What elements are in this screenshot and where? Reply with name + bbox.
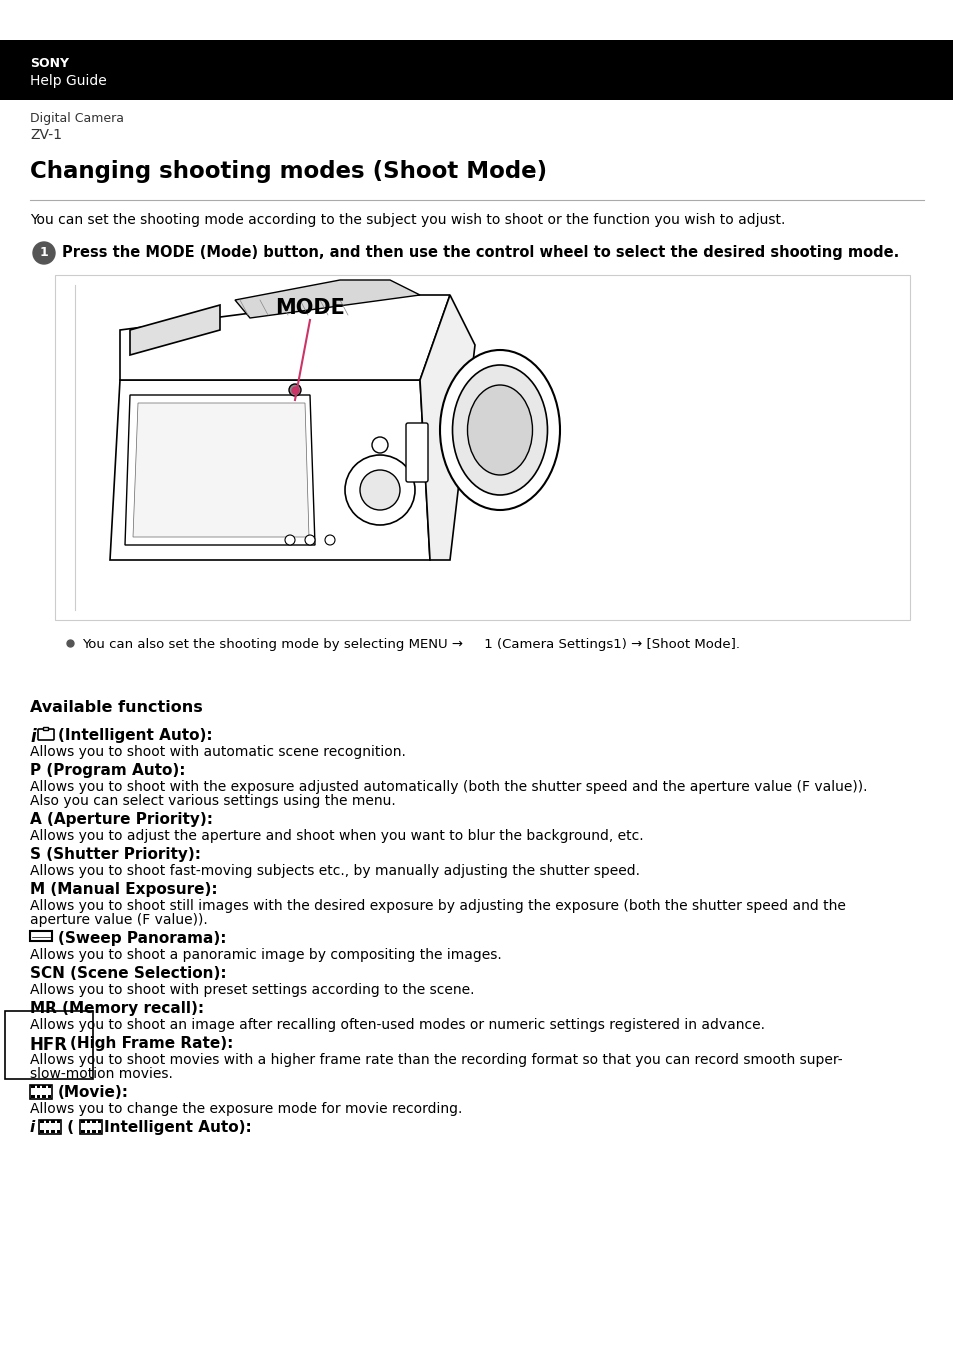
FancyBboxPatch shape — [30, 1085, 52, 1099]
FancyBboxPatch shape — [48, 1095, 51, 1098]
Polygon shape — [419, 296, 475, 560]
Circle shape — [285, 535, 294, 545]
Circle shape — [289, 383, 301, 396]
FancyBboxPatch shape — [43, 728, 48, 730]
Text: You can also set the shooting mode by selecting MENU →     1 (Camera Settings1) : You can also set the shooting mode by se… — [82, 639, 740, 651]
Text: P (Program Auto):: P (Program Auto): — [30, 763, 185, 778]
FancyBboxPatch shape — [46, 1130, 50, 1133]
FancyBboxPatch shape — [39, 1120, 61, 1134]
FancyBboxPatch shape — [87, 1130, 91, 1133]
Text: i: i — [30, 728, 35, 747]
FancyBboxPatch shape — [55, 275, 909, 620]
Text: Allows you to shoot with preset settings according to the scene.: Allows you to shoot with preset settings… — [30, 983, 474, 998]
Polygon shape — [125, 396, 314, 545]
Text: HFR: HFR — [30, 1035, 68, 1054]
Text: (Intelligent Auto):: (Intelligent Auto): — [58, 728, 213, 743]
FancyBboxPatch shape — [30, 1085, 34, 1088]
FancyBboxPatch shape — [57, 1120, 60, 1123]
Ellipse shape — [439, 350, 559, 510]
Text: (High Frame Rate):: (High Frame Rate): — [70, 1035, 233, 1052]
Ellipse shape — [467, 385, 532, 475]
Text: Press the MODE (Mode) button, and then use the control wheel to select the desir: Press the MODE (Mode) button, and then u… — [62, 244, 899, 261]
FancyBboxPatch shape — [406, 423, 428, 482]
Text: Changing shooting modes (Shoot Mode): Changing shooting modes (Shoot Mode) — [30, 161, 547, 184]
Text: M (Manual Exposure):: M (Manual Exposure): — [30, 882, 217, 896]
Text: Allows you to shoot with automatic scene recognition.: Allows you to shoot with automatic scene… — [30, 745, 405, 759]
Text: Allows you to shoot with the exposure adjusted automatically (both the shutter s: Allows you to shoot with the exposure ad… — [30, 780, 866, 794]
FancyBboxPatch shape — [92, 1120, 95, 1123]
Text: slow-motion movies.: slow-motion movies. — [30, 1066, 172, 1081]
FancyBboxPatch shape — [36, 1085, 40, 1088]
Text: Intelligent Auto):: Intelligent Auto): — [104, 1120, 252, 1135]
Circle shape — [372, 437, 388, 454]
Circle shape — [305, 535, 314, 545]
Ellipse shape — [452, 364, 547, 495]
Text: 1: 1 — [40, 247, 49, 259]
Polygon shape — [120, 296, 450, 379]
Circle shape — [33, 242, 55, 265]
Text: ZV-1: ZV-1 — [30, 128, 62, 142]
FancyBboxPatch shape — [42, 1085, 46, 1088]
FancyBboxPatch shape — [36, 1095, 40, 1098]
Text: Allows you to shoot a panoramic image by compositing the images.: Allows you to shoot a panoramic image by… — [30, 948, 501, 963]
FancyBboxPatch shape — [98, 1130, 101, 1133]
Text: Allows you to adjust the aperture and shoot when you want to blur the background: Allows you to adjust the aperture and sh… — [30, 829, 643, 842]
Text: Allows you to shoot an image after recalling often-used modes or numeric setting: Allows you to shoot an image after recal… — [30, 1018, 764, 1031]
FancyBboxPatch shape — [51, 1120, 54, 1123]
FancyBboxPatch shape — [46, 1120, 50, 1123]
FancyBboxPatch shape — [98, 1120, 101, 1123]
Text: Allows you to shoot fast-moving subjects etc., by manually adjusting the shutter: Allows you to shoot fast-moving subjects… — [30, 864, 639, 878]
FancyBboxPatch shape — [40, 1120, 44, 1123]
Text: Also you can select various settings using the menu.: Also you can select various settings usi… — [30, 794, 395, 809]
FancyBboxPatch shape — [30, 931, 52, 941]
Circle shape — [359, 470, 399, 510]
Text: (Movie):: (Movie): — [58, 1085, 129, 1100]
Text: (Sweep Panorama):: (Sweep Panorama): — [58, 931, 226, 946]
FancyBboxPatch shape — [80, 1120, 102, 1134]
Text: You can set the shooting mode according to the subject you wish to shoot or the : You can set the shooting mode according … — [30, 213, 784, 227]
FancyBboxPatch shape — [81, 1120, 85, 1123]
FancyBboxPatch shape — [92, 1130, 95, 1133]
Text: SCN (Scene Selection):: SCN (Scene Selection): — [30, 967, 227, 981]
Text: A (Aperture Priority):: A (Aperture Priority): — [30, 811, 213, 828]
Text: i: i — [30, 1120, 35, 1135]
FancyBboxPatch shape — [51, 1130, 54, 1133]
Circle shape — [345, 455, 415, 525]
Text: SONY: SONY — [30, 57, 69, 70]
FancyBboxPatch shape — [57, 1130, 60, 1133]
FancyBboxPatch shape — [0, 40, 953, 100]
Polygon shape — [234, 279, 419, 319]
Text: Allows you to shoot still images with the desired exposure by adjusting the expo: Allows you to shoot still images with th… — [30, 899, 845, 913]
Text: MODE: MODE — [274, 298, 345, 319]
FancyBboxPatch shape — [87, 1120, 91, 1123]
FancyBboxPatch shape — [40, 1130, 44, 1133]
FancyBboxPatch shape — [38, 729, 54, 740]
Polygon shape — [132, 404, 309, 537]
Text: (: ( — [62, 1120, 79, 1135]
Polygon shape — [130, 305, 220, 355]
Text: Allows you to change the exposure mode for movie recording.: Allows you to change the exposure mode f… — [30, 1102, 462, 1116]
Text: Allows you to shoot movies with a higher frame rate than the recording format so: Allows you to shoot movies with a higher… — [30, 1053, 841, 1066]
Text: aperture value (F value)).: aperture value (F value)). — [30, 913, 208, 927]
Text: MR (Memory recall):: MR (Memory recall): — [30, 1000, 204, 1017]
Text: S (Shutter Priority):: S (Shutter Priority): — [30, 846, 201, 863]
FancyBboxPatch shape — [30, 1095, 34, 1098]
Text: Available functions: Available functions — [30, 701, 203, 716]
Polygon shape — [110, 379, 430, 560]
FancyBboxPatch shape — [81, 1130, 85, 1133]
FancyBboxPatch shape — [48, 1085, 51, 1088]
FancyBboxPatch shape — [42, 1095, 46, 1098]
Circle shape — [325, 535, 335, 545]
Text: Help Guide: Help Guide — [30, 74, 107, 88]
Text: Digital Camera: Digital Camera — [30, 112, 124, 126]
